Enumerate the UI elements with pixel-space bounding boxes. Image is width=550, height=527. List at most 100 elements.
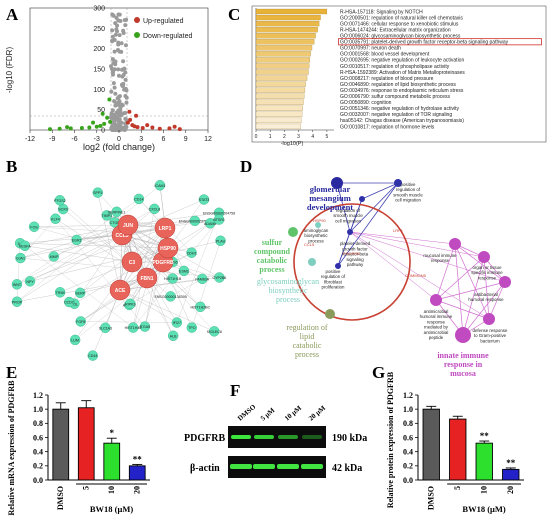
network-gene-label: ADAM8 [204,222,216,226]
cluster-edge [483,256,490,320]
cluster-edge [337,182,399,267]
enrichment-bar [255,75,308,81]
network-edge [24,245,133,263]
cluster-node [308,258,316,266]
enrichment-term-node-label: aminoglycan [304,228,329,233]
volcano-x-tick-label: -12 [25,136,35,143]
enrichment-x-tick-label: 5 [326,134,329,140]
enrichment-term-label: R-HSA-1474244: Extracellular matrix orga… [340,27,451,33]
enrichment-x-tick-label: 1 [269,134,272,140]
enrichment-term-node-label: response [431,258,450,263]
enrichment-term-node [430,294,442,306]
volcano-ns-point [110,113,115,118]
cluster-edge [454,243,506,283]
volcano-x-tick-label: 9 [184,136,188,143]
down-points [48,97,113,132]
enrichment-term-label: GO:0006024: glycosaminoglycan biosynthet… [340,34,461,40]
enrichment-term-node-label: to Gram-positive [474,333,507,338]
network-hub-label: CCL5 [115,233,128,239]
cluster-edge [462,256,485,336]
network-edge [127,212,220,226]
enrichment-term-node [394,179,402,187]
network-gene-node [154,180,166,191]
enrichment-bar [255,81,306,87]
network-gene-label: CDH1 [187,251,197,255]
enrichment-term-label: GO:0008217: regulation of blood pressure [340,76,434,82]
enrichment-bar [255,123,301,130]
network-gene-label: HIST1H2BC [190,305,210,309]
network-gene-node [92,187,103,198]
enrichment-term-label: GO:0034976: response to endoplasmic reti… [340,88,464,94]
network-edge [133,208,155,328]
volcano-down-point [57,126,62,131]
bar [77,407,95,481]
network-edge [191,240,221,328]
volcano-ns-point [123,23,128,28]
volcano-ns-point [120,83,125,88]
network-edge [20,234,123,244]
volcano-x-tick-label: 6 [162,136,166,143]
network-gene-node [125,298,136,309]
enrichment-term-node-label: mediated by [424,325,449,330]
enrichment-term-label: GO:0050890: cognition [340,100,392,106]
bar-y-tick-label: 0.2 [403,462,413,471]
network-gene-label: LUM [71,339,79,343]
group-label: BW18 (μM) [90,504,133,514]
volcano-ns-point [123,43,128,48]
volcano-ns-point [115,23,120,28]
network-gene-label: CD14 [134,198,143,202]
network-gene-node [28,221,40,232]
bar-y-tick-label: 1.2 [33,391,43,400]
enrichment-term-node-label: fibroblast [324,279,343,284]
cluster-label: lipid [300,332,315,341]
panel-f-western-blot: F DMSO 5 μM 10 μM 20 μM PDGFRB β-actin 190 … [184,381,367,478]
network-gene-node [178,265,190,277]
network-gene-label: PLAU [216,239,226,243]
network-hub-node [109,279,131,301]
gene-tag-label: HSP90 [313,218,326,223]
network-gene-label: SIGLEC8 [207,330,222,334]
network-hub-label: HSP90 [160,246,176,252]
highlight-box [338,38,542,46]
volcano-up-point [125,120,130,125]
mrna-bar-chart: 0.0 0.2 0.4 0.6 0.8 1.0 1.2 DMSO 5 * 10 ** 20 BW18 (μ… [33,391,150,514]
enrichment-bar [255,63,310,69]
volcano-y-ticks: 0 50 100 150 200 250 300 [93,6,105,135]
volcano-ns-point [122,87,127,92]
volcano-ns-point [110,38,115,43]
pdgfrb-band [254,435,274,439]
cluster-edge [462,281,506,336]
volcano-up-point [167,126,172,131]
bar-category-label: 10 [107,486,116,494]
volcano-x-tick-label: 3 [139,136,143,143]
network-hub-label: PDGFRB [152,260,174,266]
network-gene-node [171,317,183,328]
network-gene-label: NTSR1 [213,218,225,222]
volcano-ns-point [123,77,128,82]
enrichment-term-node [478,251,490,263]
network-gene-label: VEGFA [19,244,32,248]
enrichment-bar [255,111,303,117]
network-hub-node [157,237,179,259]
panel-d-letter: D [240,157,252,176]
network-gene-node [64,296,75,308]
bar-category-label: 20 [506,486,515,494]
network-gene-label: ITGA5 [140,325,150,329]
enrichment-bar [255,57,311,63]
network-gene-node [167,330,179,341]
bar-y-tick-label: 0.4 [403,447,413,456]
volcano-down-point [87,125,92,130]
enrichment-term-node [449,238,461,250]
cluster-node [288,227,298,237]
enrichment-x-ticks: 0 1 2 3 4 5 [255,130,329,140]
enrichment-term-node-label: smooth muscle [333,213,363,218]
actin-band [253,464,275,469]
network-edge [60,261,133,293]
volcano-ns-point [120,103,125,108]
enrichment-bar [255,51,311,57]
enrichment-term-node-label: peptide [429,335,444,340]
network-hub-node [136,267,158,289]
network-gene-label: TPO [188,326,196,330]
